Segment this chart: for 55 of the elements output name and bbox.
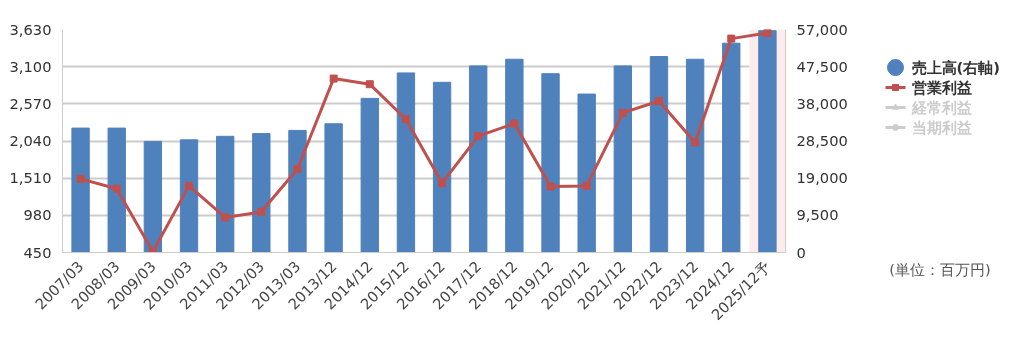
bar bbox=[143, 140, 163, 253]
y2-tick-label: 47,500 bbox=[796, 57, 848, 75]
bar bbox=[216, 135, 235, 253]
bar bbox=[577, 93, 596, 253]
point bbox=[221, 213, 230, 222]
bar bbox=[324, 123, 343, 253]
point bbox=[510, 119, 519, 128]
bar bbox=[252, 133, 271, 253]
point bbox=[763, 29, 772, 38]
point bbox=[401, 115, 410, 124]
point bbox=[257, 207, 266, 216]
bar bbox=[541, 73, 560, 253]
point bbox=[365, 80, 374, 89]
y-tick-label: 2,570 bbox=[9, 94, 52, 112]
bar bbox=[396, 72, 416, 253]
y-tick-label: 980 bbox=[23, 206, 52, 224]
point bbox=[618, 108, 627, 117]
y-tick-label: 3,630 bbox=[9, 20, 52, 38]
point bbox=[654, 97, 663, 106]
y2-tick-label: 38,000 bbox=[796, 94, 848, 112]
point bbox=[727, 34, 736, 43]
point bbox=[293, 165, 302, 174]
y-tick-label: 1,510 bbox=[9, 169, 52, 187]
bar bbox=[722, 42, 741, 253]
y-tick-label: 450 bbox=[23, 243, 52, 261]
text: (単位：百万円) bbox=[889, 260, 991, 278]
bar bbox=[685, 58, 705, 253]
bar bbox=[613, 65, 632, 253]
point bbox=[474, 132, 483, 141]
y2-tick-label: 57,000 bbox=[796, 20, 848, 38]
bar bbox=[71, 127, 90, 253]
point bbox=[546, 182, 555, 191]
y2-tick-label: 9,500 bbox=[796, 206, 839, 224]
y2-tick-label: 28,500 bbox=[796, 132, 848, 149]
point bbox=[329, 74, 338, 83]
point bbox=[438, 179, 447, 188]
bar bbox=[360, 97, 379, 253]
bar bbox=[107, 127, 126, 253]
y2-tick-label: 0 bbox=[796, 243, 806, 261]
bar bbox=[649, 55, 669, 253]
point bbox=[76, 174, 85, 183]
y-tick-label: 2,040 bbox=[9, 132, 52, 149]
point bbox=[185, 181, 194, 190]
y-tick-label: 3,100 bbox=[9, 57, 52, 75]
bar bbox=[432, 81, 452, 253]
legend-label: 営業利益 bbox=[911, 79, 972, 96]
bar bbox=[179, 139, 199, 253]
point bbox=[691, 138, 700, 147]
bar bbox=[505, 58, 524, 253]
point bbox=[582, 181, 591, 190]
legend-label: 売上高(右軸) bbox=[911, 59, 1000, 76]
point bbox=[112, 184, 121, 193]
y2-tick-label: 19,000 bbox=[796, 169, 848, 187]
bar bbox=[288, 129, 307, 253]
bar bbox=[469, 65, 488, 253]
